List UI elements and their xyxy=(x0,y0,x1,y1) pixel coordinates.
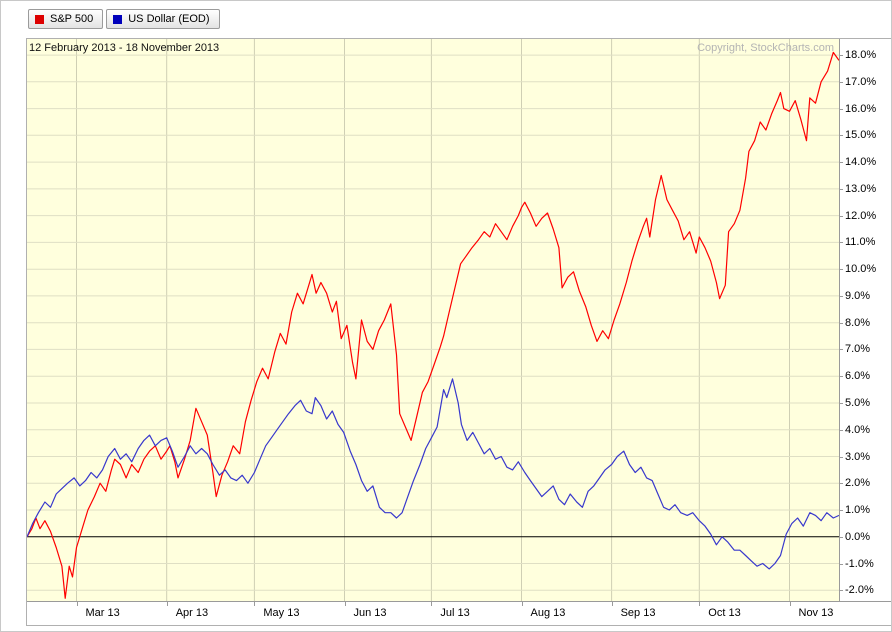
y-tick-label: 17.0% xyxy=(845,75,877,88)
y-tick-label: 13.0% xyxy=(845,182,877,195)
y-tick-mark xyxy=(840,242,843,244)
y-tick-mark xyxy=(840,590,843,592)
legend-label-usd: US Dollar (EOD) xyxy=(128,13,210,25)
y-tick-mark xyxy=(840,269,843,271)
y-tick-mark xyxy=(840,215,843,217)
y-tick-mark xyxy=(840,403,843,404)
x-tick-mark xyxy=(521,602,523,606)
y-tick-mark xyxy=(840,349,843,351)
x-tick-mark xyxy=(254,602,256,606)
y-tick-label: 0.0% xyxy=(845,530,871,543)
y-tick-mark xyxy=(840,376,843,378)
date-range-label: 12 February 2013 - 18 November 2013 xyxy=(29,42,220,54)
x-axis-line xyxy=(27,601,891,602)
x-axis: Mar 13 Apr 13 May 13 Jun 13 Jul 13 Aug 13 Sep … xyxy=(27,602,891,625)
x-tick-label: Nov 13 xyxy=(798,607,834,619)
y-tick-label: 18.0% xyxy=(845,49,877,62)
y-tick-label: 10.0% xyxy=(845,263,877,276)
usd-swatch-icon xyxy=(113,14,123,24)
x-tick-label: Jun 13 xyxy=(353,607,387,619)
plot-area: 12 February 2013 - 18 November 2013 Copy… xyxy=(27,39,839,601)
x-tick-mark xyxy=(344,602,346,606)
series-line-sp500 xyxy=(27,51,839,599)
y-tick-mark xyxy=(840,456,843,458)
chart-canvas xyxy=(27,39,839,601)
y-tick-label: 5.0% xyxy=(845,397,871,409)
x-tick-mark xyxy=(431,602,433,606)
y-tick-label: 16.0% xyxy=(845,102,877,115)
y-tick-mark xyxy=(840,188,843,190)
y-tick-label: 1.0% xyxy=(845,504,871,516)
legend-label-sp500: S&P 500 xyxy=(50,13,94,25)
y-tick-label: 11.0% xyxy=(845,236,876,249)
legend-item-sp500: S&P 500 xyxy=(28,9,104,29)
copyright-label: Copyright, StockCharts.com xyxy=(697,42,834,54)
x-tick-mark xyxy=(699,602,701,606)
x-tick-label: Oct 13 xyxy=(708,607,741,619)
x-tick-label: Jul 13 xyxy=(440,607,470,619)
y-tick-label: 6.0% xyxy=(845,370,871,383)
y-tick-mark xyxy=(840,81,843,83)
y-tick-label: 12.0% xyxy=(845,209,877,222)
y-tick-label: -1.0% xyxy=(845,557,874,570)
y-axis: 18.0% 17.0% 16.0% 15.0% 14.0% 13.0% 12.0% 11.0%… xyxy=(840,39,891,601)
y-tick-mark xyxy=(840,135,843,137)
chart-frame: 12 February 2013 - 18 November 2013 Copy… xyxy=(26,38,891,626)
y-tick-mark xyxy=(840,429,843,431)
y-tick-label: 7.0% xyxy=(845,343,871,356)
x-tick-label: Aug 13 xyxy=(530,607,566,619)
y-tick-label: 4.0% xyxy=(845,423,871,436)
y-tick-label: 8.0% xyxy=(845,316,871,329)
y-tick-mark xyxy=(840,295,843,297)
y-tick-mark xyxy=(840,563,843,565)
y-tick-mark xyxy=(840,483,843,485)
y-tick-label: 2.0% xyxy=(845,477,871,490)
y-tick-label: 15.0% xyxy=(845,129,877,142)
x-tick-label: Mar 13 xyxy=(85,607,120,619)
chart-legend: S&P 500 US Dollar (EOD) xyxy=(28,9,220,29)
y-tick-label: 3.0% xyxy=(845,450,871,463)
x-tick-mark xyxy=(789,602,791,606)
legend-item-usd: US Dollar (EOD) xyxy=(106,9,220,29)
series-line-usd xyxy=(27,378,839,570)
y-tick-label: 14.0% xyxy=(845,156,877,169)
sp500-swatch-icon xyxy=(35,14,44,24)
y-tick-label: -2.0% xyxy=(845,584,874,597)
x-tick-mark xyxy=(166,602,168,606)
y-tick-mark xyxy=(840,55,843,57)
x-tick-label: Sep 13 xyxy=(620,607,656,619)
x-tick-mark xyxy=(76,602,78,606)
y-tick-label: 9.0% xyxy=(845,289,871,302)
x-tick-label: Apr 13 xyxy=(175,607,209,619)
y-tick-mark xyxy=(840,510,843,511)
y-axis-line xyxy=(839,39,840,601)
y-tick-mark xyxy=(840,162,843,164)
y-tick-mark xyxy=(840,536,843,538)
y-tick-mark xyxy=(840,322,843,324)
x-tick-label: May 13 xyxy=(263,607,300,619)
x-tick-mark xyxy=(611,602,613,606)
y-tick-mark xyxy=(840,108,843,110)
